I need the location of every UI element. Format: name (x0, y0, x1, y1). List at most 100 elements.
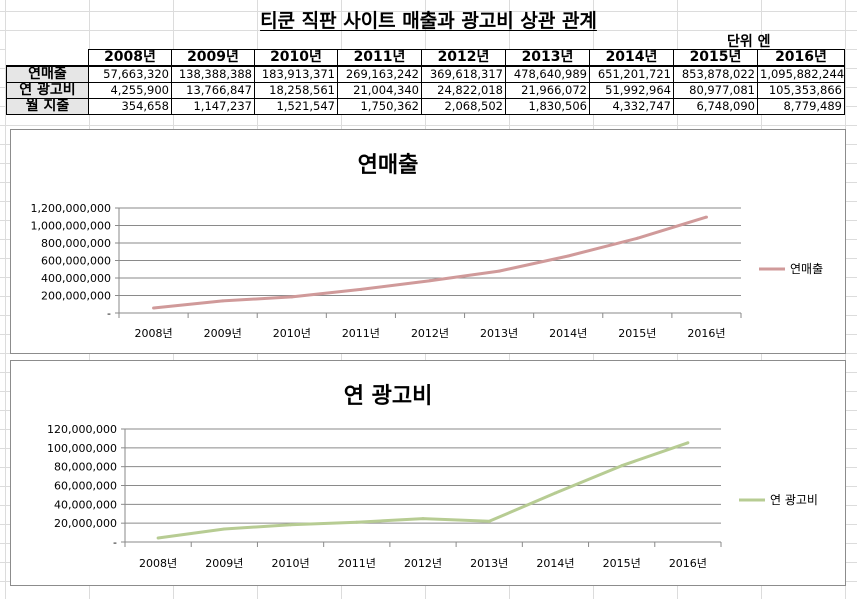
y-tick-label: 100,000,000 (47, 442, 117, 455)
table-row: 연 광고비 4,255,900 13,766,847 18,258,561 21… (6, 82, 845, 99)
year-header[interactable]: 2008년 (88, 49, 172, 67)
chart-title: 연 광고비 (344, 384, 433, 409)
table-cell[interactable]: 21,966,072 (505, 82, 590, 99)
revenue-data-point[interactable] (359, 287, 363, 291)
y-tick-label: 1,200,000,000 (31, 202, 111, 215)
y-tick-label: 60,000,000 (54, 480, 117, 493)
chart-ad-cost[interactable]: 연 광고비 - 20,000,000 40,000,000 60,000,000 80,0… (10, 360, 846, 586)
table-cell[interactable]: 13,766,847 (171, 82, 255, 99)
table-cell[interactable]: 1,095,882,244 (757, 65, 845, 83)
row-label[interactable]: 월 지출 (6, 98, 89, 115)
table-cell[interactable]: 18,258,561 (254, 82, 338, 99)
x-tick-label: 2016년 (669, 557, 707, 570)
revenue-series-line[interactable] (153, 215, 707, 310)
revenue-data-point[interactable] (635, 236, 639, 240)
table-cell[interactable]: 51,992,964 (589, 82, 674, 99)
year-header[interactable]: 2013년 (505, 49, 590, 67)
x-tick-label: 2010년 (273, 327, 311, 340)
legend-label: 연매출 (790, 262, 823, 276)
x-tick-label: 2016년 (687, 327, 725, 340)
table-cell[interactable]: 369,618,317 (421, 65, 506, 83)
y-tick-label: 1,000,000,000 (31, 220, 111, 233)
header-corner (6, 49, 89, 67)
y-tick-label: 120,000,000 (47, 423, 117, 436)
table-row: 월 지출 354,658 1,147,237 1,521,547 1,750,3… (6, 98, 845, 115)
ad-cost-data-point[interactable] (222, 527, 226, 531)
ad-cost-data-point[interactable] (421, 517, 425, 521)
table-cell[interactable]: 138,388,388 (171, 65, 255, 83)
ad-cost-data-point[interactable] (487, 519, 491, 523)
revenue-data-point[interactable] (152, 306, 156, 310)
table-header-row: 2008년 2009년 2010년 2011년 2012년 2013년 2014… (6, 49, 845, 67)
y-tick-label: 20,000,000 (54, 517, 117, 530)
table-cell[interactable]: 1,830,506 (505, 98, 590, 115)
y-tick-label: 200,000,000 (41, 290, 111, 303)
x-tick-label: 2010년 (271, 557, 309, 570)
revenue-data-point[interactable] (290, 295, 294, 299)
x-tick-label: 2008년 (134, 327, 172, 340)
table-cell[interactable]: 354,658 (88, 98, 172, 115)
data-table: 2008년 2009년 2010년 2011년 2012년 2013년 2014… (6, 49, 845, 115)
x-tick-label: 2014년 (536, 557, 574, 570)
y-tick-label: 40,000,000 (54, 498, 117, 511)
y-tick-label: - (113, 536, 117, 549)
table-cell[interactable]: 1,521,547 (254, 98, 338, 115)
revenue-data-point[interactable] (704, 215, 708, 219)
table-cell[interactable]: 269,163,242 (337, 65, 422, 83)
table-cell[interactable]: 6,748,090 (673, 98, 758, 115)
x-tick-label: 2011년 (338, 557, 376, 570)
table-cell[interactable]: 651,201,721 (589, 65, 674, 83)
table-cell[interactable]: 4,332,747 (589, 98, 674, 115)
ad-cost-series-line[interactable] (157, 441, 689, 540)
year-header[interactable]: 2015년 (673, 49, 758, 67)
ad-cost-data-point[interactable] (355, 520, 359, 524)
table-cell[interactable]: 8,779,489 (757, 98, 845, 115)
year-header[interactable]: 2016년 (757, 49, 845, 67)
ad-cost-data-point[interactable] (620, 464, 624, 468)
ad-cost-data-point[interactable] (686, 441, 690, 445)
table-cell[interactable]: 57,663,320 (88, 65, 172, 83)
year-header[interactable]: 2012년 (421, 49, 506, 67)
table-cell[interactable]: 4,255,900 (88, 82, 172, 99)
ad-cost-data-point[interactable] (156, 536, 160, 540)
x-tick-label: 2014년 (549, 327, 587, 340)
year-header[interactable]: 2009년 (171, 49, 255, 67)
revenue-data-point[interactable] (428, 279, 432, 283)
y-tick-label: 400,000,000 (41, 272, 111, 285)
ad-cost-data-point[interactable] (289, 523, 293, 527)
table-cell[interactable]: 1,147,237 (171, 98, 255, 115)
x-tick-label: 2008년 (139, 557, 177, 570)
year-header[interactable]: 2014년 (589, 49, 674, 67)
table-cell[interactable]: 478,640,989 (505, 65, 590, 83)
y-tick-label: 80,000,000 (54, 461, 117, 474)
x-tick-label: 2009년 (204, 327, 242, 340)
ad-cost-data-point[interactable] (553, 491, 557, 495)
row-label[interactable]: 연 광고비 (6, 82, 89, 99)
table-cell[interactable]: 183,913,371 (254, 65, 338, 83)
table-cell[interactable]: 21,004,340 (337, 82, 422, 99)
row-label[interactable]: 연매출 (6, 65, 89, 83)
y-tick-label: 800,000,000 (41, 237, 111, 250)
table-cell[interactable]: 105,353,866 (757, 82, 845, 99)
x-tick-label: 2015년 (603, 557, 641, 570)
sheet-title: 티쿤 직판 사이트 매출과 광고비 상관 관계 (260, 10, 597, 32)
chart-revenue[interactable]: 연매출 - 200,000,000 400,000,000 600,000,000 800… (10, 129, 846, 354)
x-tick-label: 2015년 (618, 327, 656, 340)
unit-label: 단위 엔 (727, 34, 771, 50)
revenue-data-point[interactable] (221, 299, 225, 303)
year-header[interactable]: 2011년 (337, 49, 422, 67)
x-tick-label: 2013년 (480, 327, 518, 340)
table-cell[interactable]: 1,750,362 (337, 98, 422, 115)
x-tick-label: 2012년 (404, 557, 442, 570)
x-tick-label: 2012년 (411, 327, 449, 340)
chart-title: 연매출 (358, 153, 419, 178)
table-cell[interactable]: 24,822,018 (421, 82, 506, 99)
revenue-data-point[interactable] (497, 269, 501, 273)
revenue-data-point[interactable] (566, 254, 570, 258)
x-tick-label: 2011년 (342, 327, 380, 340)
ad-cost-chart-svg: 연 광고비 - 20,000,000 40,000,000 60,000,000 80,0… (47, 384, 818, 570)
table-cell[interactable]: 853,878,022 (673, 65, 758, 83)
table-cell[interactable]: 80,977,081 (673, 82, 758, 99)
table-cell[interactable]: 2,068,502 (421, 98, 506, 115)
year-header[interactable]: 2010년 (254, 49, 338, 67)
